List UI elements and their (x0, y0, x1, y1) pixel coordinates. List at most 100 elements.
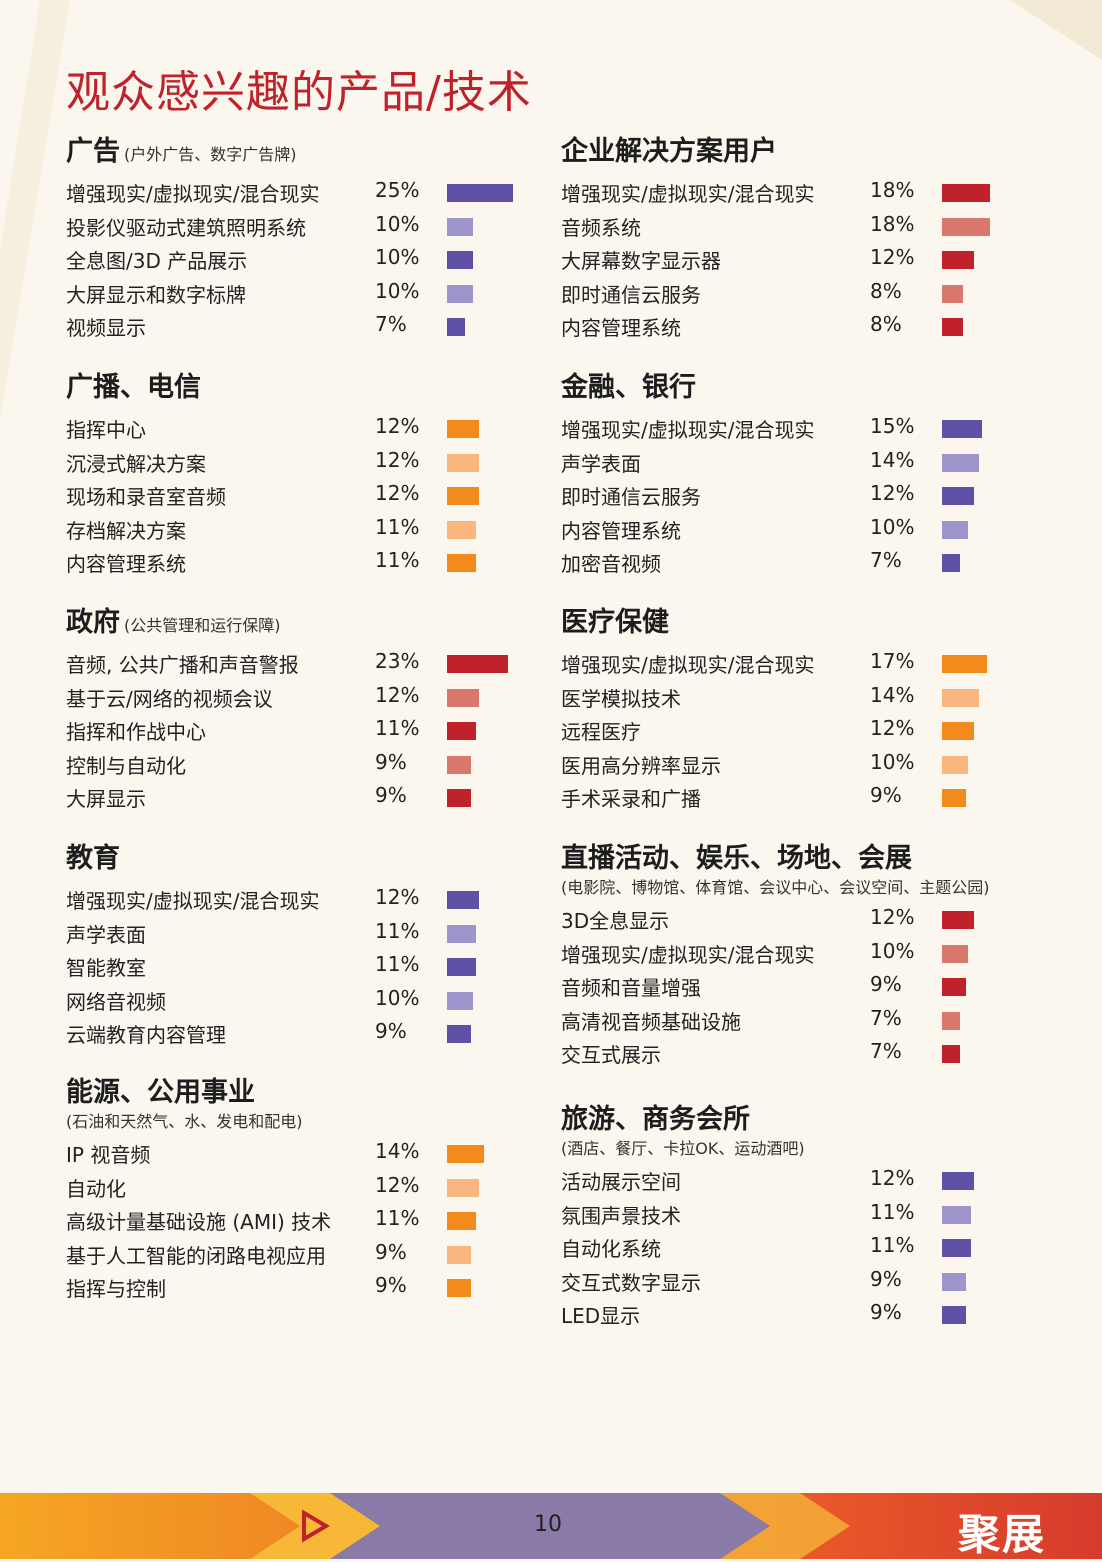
bar-list: 增强现实/虚拟现实/混合现实 17% 医学模拟技术 14% 远程医疗 12% 医用高分辨率显… (561, 645, 1071, 813)
bar-row: 内容管理系统 8% (561, 308, 1071, 342)
section-title: 金融、银行 (561, 368, 1071, 408)
bar-row: 高级计量基础设施 (AMI) 技术 11% (66, 1202, 576, 1236)
value-label: 11% (870, 1233, 915, 1257)
bar-row: 远程医疗 12% (561, 712, 1071, 746)
chart-section: 医疗保健增强现实/虚拟现实/混合现实 17% 医学模拟技术 14% 远程医疗 12% 医用高… (561, 603, 1071, 813)
category-label: 手术采录和广播 (561, 787, 701, 811)
bar (942, 1045, 960, 1063)
bar (942, 1205, 971, 1224)
category-label: 内容管理系统 (561, 316, 681, 340)
bar (447, 1212, 476, 1230)
bar (942, 453, 979, 472)
bar (942, 1239, 971, 1257)
category-label: 增强现实/虚拟现实/混合现实 (561, 653, 815, 677)
bar-row: 沉浸式解决方案 12% (66, 444, 576, 478)
section-title-text: 政府 (66, 607, 120, 638)
bar (942, 554, 960, 572)
category-label: 增强现实/虚拟现实/混合现实 (561, 182, 815, 206)
chart-section: 企业解决方案用户 增强现实/虚拟现实/混合现实 18% 音频系统 18% 大屏幕数字显示器… (561, 132, 1071, 342)
bar-row: 内容管理系统 10% (561, 511, 1071, 545)
bar-row: 基于人工智能的闭路电视应用 9% (66, 1236, 576, 1270)
chart-section: 金融、银行 增强现实/虚拟现实/混合现实 15% 声学表面 14% 即时通信云服务 12% 内… (561, 368, 1071, 578)
bar (447, 655, 508, 673)
category-label: 氛围声景技术 (561, 1203, 681, 1228)
bar (447, 318, 465, 336)
bar-row: IP 视音频 14% (66, 1135, 576, 1169)
category-label: 即时通信云服务 (561, 282, 701, 307)
section-subtitle: (酒店、餐厅、卡拉OK、运动酒吧) (561, 1139, 805, 1158)
section-subtitle: (电影院、博物馆、体育馆、会议中心、会议空间、主题公园) (561, 878, 990, 897)
value-label: 12% (375, 885, 420, 909)
bar (942, 1272, 966, 1291)
bar (942, 978, 966, 996)
value-label: 10% (375, 985, 420, 1010)
category-label: 大屏幕数字显示器 (561, 249, 721, 273)
category-label: 声学表面 (66, 922, 146, 947)
value-label: 8% (870, 312, 902, 336)
category-label: 指挥和作战中心 (66, 720, 206, 744)
bar-row: 即时通信云服务 8% (561, 275, 1071, 309)
category-label: 即时通信云服务 (561, 485, 701, 509)
bar-row: 增强现实/虚拟现实/混合现实 25% (66, 174, 576, 208)
value-label: 10% (870, 938, 915, 963)
chart-section: 广播、电信指挥中心 12% 沉浸式解决方案 12% 现场和录音室音频 12% 存档解决方案 1… (66, 368, 576, 578)
value-label: 12% (870, 245, 915, 269)
section-title-text: 医疗保健 (561, 607, 669, 638)
bar-row: 存档解决方案 11% (66, 511, 576, 545)
bar-row: 增强现实/虚拟现实/混合现实 15% (561, 410, 1071, 444)
value-label: 9% (870, 783, 902, 807)
value-label: 9% (375, 1019, 407, 1043)
bar (447, 251, 473, 269)
bar (942, 284, 963, 303)
bar-row: 指挥与控制 9% (66, 1269, 576, 1303)
bar (447, 453, 479, 472)
value-label: 12% (375, 682, 420, 707)
category-label: 网络音视频 (66, 989, 166, 1014)
play-arrow-icon (302, 1509, 330, 1543)
value-label: 18% (870, 178, 915, 202)
footer-band (0, 1493, 1102, 1559)
value-label: 12% (375, 1172, 420, 1197)
value-label: 12% (870, 905, 915, 929)
bar (447, 184, 513, 202)
section-title-text: 广告 (66, 136, 120, 167)
bar (942, 251, 974, 269)
chart-section: 能源、公用事业 (石油和天然气、水、发电和配电) IP 视音频 14% 自动化 12% 高级… (66, 1073, 576, 1303)
bar-row: 音频系统 18% (561, 208, 1071, 242)
category-label: 控制与自动化 (66, 753, 186, 778)
bar-row: 全息图/3D 产品展示 10% (66, 241, 576, 275)
category-label: 基于人工智能的闭路电视应用 (66, 1243, 326, 1268)
bar-row: 自动化系统 11% (561, 1229, 1071, 1263)
bar-list: IP 视音频 14% 自动化 12% 高级计量基础设施 (AMI) 技术 11% 基于人工智… (66, 1135, 576, 1303)
value-label: 10% (870, 514, 915, 539)
bar-row: 基于云/网络的视频会议 12% (66, 679, 576, 713)
bar (942, 520, 968, 539)
value-label: 8% (870, 278, 902, 303)
bar-row: 增强现实/虚拟现实/混合现实 10% (561, 935, 1071, 969)
bar-row: 自动化 12% (66, 1169, 576, 1203)
bar (447, 1145, 484, 1163)
section-title-text: 广播、电信 (66, 372, 201, 403)
section-title: 直播活动、娱乐、场地、会展 (561, 839, 1071, 879)
category-label: 加密音视频 (561, 552, 661, 576)
section-title-text: 能源、公用事业 (66, 1077, 255, 1108)
bar-row: 高清视音频基础设施 7% (561, 1002, 1071, 1036)
category-label: 远程医疗 (561, 720, 641, 744)
value-label: 18% (870, 211, 915, 236)
bar (942, 911, 974, 929)
category-label: 基于云/网络的视频会议 (66, 686, 273, 711)
value-label: 9% (375, 783, 407, 807)
value-label: 12% (870, 481, 915, 505)
bar (942, 1172, 974, 1190)
section-title: 企业解决方案用户 (561, 132, 1071, 172)
value-label: 11% (375, 514, 420, 539)
category-label: 高级计量基础设施 (AMI) 技术 (66, 1210, 332, 1234)
category-label: 音频和音量增强 (561, 976, 701, 1000)
category-label: 高清视音频基础设施 (561, 1009, 741, 1034)
bar (447, 991, 473, 1010)
bar-list: 指挥中心 12% 沉浸式解决方案 12% 现场和录音室音频 12% 存档解决方案 11% 内容管… (66, 410, 576, 578)
bar (447, 958, 476, 976)
category-label: 云端教育内容管理 (66, 1023, 226, 1047)
section-note: (公共管理和运行保障) (124, 616, 281, 635)
